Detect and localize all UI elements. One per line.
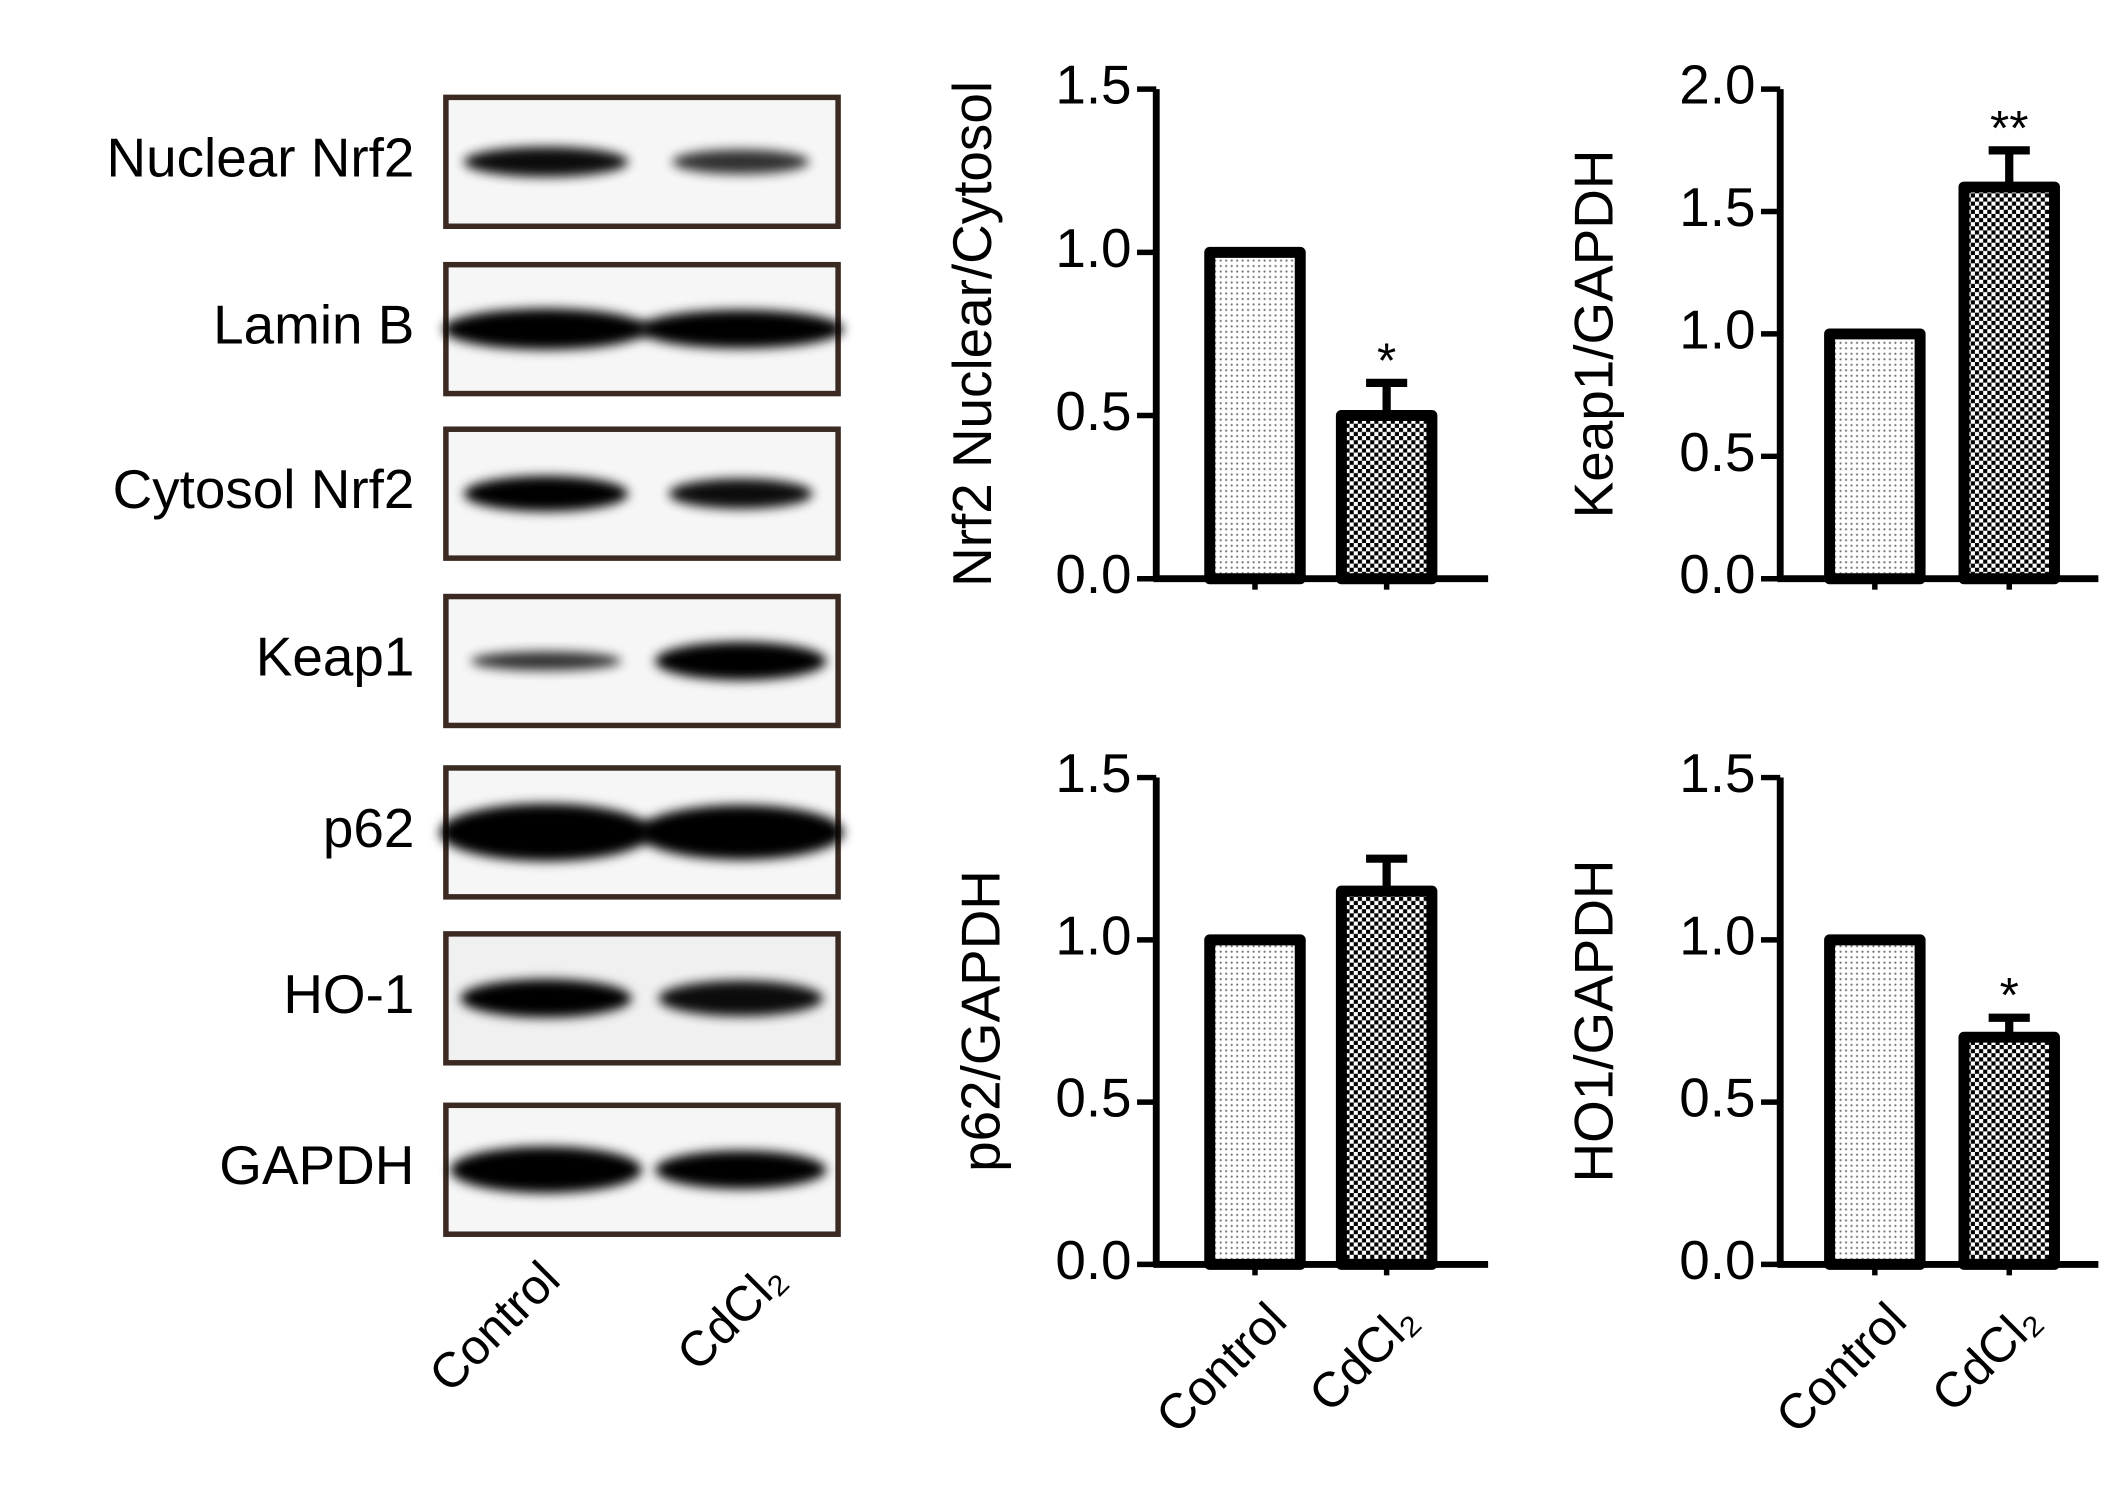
error-bar (1988, 146, 2030, 188)
blot-band (655, 641, 827, 681)
blot-row-label: GAPDH (219, 1134, 414, 1196)
y-tick-label: 1.0 (1679, 904, 1755, 966)
x-tick-label: CdCl₂ (1921, 1292, 2051, 1422)
bar (1204, 246, 1306, 585)
y-axis-label: HO1/GAPDH (1562, 859, 1624, 1182)
blot-lane-label: Control (419, 1251, 570, 1402)
y-tick-label: 0.0 (1679, 1229, 1755, 1291)
y-axis-label: Keap1/GAPDH (1562, 149, 1624, 518)
y-tick-label: 1.5 (1679, 742, 1755, 804)
y-tick-label: 1.5 (1055, 54, 1131, 116)
y-tick-label: 1.0 (1679, 298, 1755, 360)
blot-row-label: Keap1 (256, 625, 415, 687)
y-tick-label: 1.5 (1055, 742, 1131, 804)
bar-chart: 0.0 0.5 1.0 1.5 2.0 Keap1/GAPDH ** (1562, 54, 2099, 605)
blot-band (463, 475, 629, 512)
blot-row-label: Nuclear Nrf2 (107, 126, 415, 188)
blot-row (443, 261, 844, 397)
blot-row (443, 1102, 841, 1237)
blot-band (443, 308, 649, 350)
blot-band (460, 979, 632, 1018)
blot-band (470, 651, 622, 671)
blot-row (443, 593, 841, 729)
bar (1204, 934, 1306, 1270)
bar (1958, 1031, 2060, 1270)
blot-row-label: HO-1 (283, 963, 414, 1025)
blot-row (439, 765, 844, 900)
x-tick-label: Control (1765, 1292, 1916, 1443)
blot-lane-label: CdCl₂ (666, 1251, 796, 1381)
bar (1824, 328, 1926, 585)
blot-row (443, 931, 841, 1066)
blot-band (668, 478, 813, 509)
significance-label: * (1377, 333, 1396, 388)
blot-row (443, 94, 841, 230)
bar (1335, 885, 1438, 1270)
y-tick-label: 0.5 (1055, 380, 1131, 442)
significance-label: * (2000, 968, 2019, 1023)
blot-band (672, 149, 810, 175)
bar-chart: 0.0 0.5 1.0 1.5 HO1/GAPDH Control * CdCl₂ (1562, 742, 2099, 1444)
y-tick-label: 0.0 (1055, 543, 1131, 605)
y-tick-label: 0.5 (1679, 421, 1755, 483)
y-tick-label: 0.0 (1679, 543, 1755, 605)
blot-band (637, 804, 844, 860)
y-tick-label: 0.5 (1055, 1067, 1131, 1129)
y-axis-label: Nrf2 Nuclear/Cytosol (941, 81, 1003, 587)
y-axis-label: p62/GAPDH (949, 870, 1011, 1172)
bar-chart: 0.0 0.5 1.0 1.5 Nrf2 Nuclear/Cytosol * (941, 54, 1489, 605)
y-tick-label: 0.0 (1055, 1229, 1131, 1291)
y-tick-label: 1.5 (1679, 176, 1755, 238)
blot-band (450, 1146, 642, 1194)
blot-band (655, 1150, 827, 1189)
bar (1335, 410, 1438, 585)
blot-row (443, 426, 841, 561)
y-tick-label: 2.0 (1679, 54, 1755, 116)
blot-band (658, 980, 824, 1017)
y-tick-label: 0.5 (1679, 1067, 1755, 1129)
bar (1824, 934, 1926, 1270)
blot-band (463, 146, 629, 177)
blot-band (637, 309, 844, 349)
x-tick-label: Control (1146, 1292, 1297, 1443)
y-tick-label: 1.0 (1055, 217, 1131, 279)
blot-row-label: Cytosol Nrf2 (113, 458, 415, 520)
x-tick-label: CdCl₂ (1299, 1292, 1429, 1422)
blot-row-label: Lamin B (213, 294, 414, 356)
y-tick-label: 1.0 (1055, 904, 1131, 966)
significance-label: ** (1990, 101, 2028, 156)
blot-band (439, 803, 653, 862)
blot-row-label: p62 (323, 797, 415, 859)
bar-chart: 0.0 0.5 1.0 1.5 p62/GAPDH Control CdCl₂ (949, 742, 1489, 1444)
bar (1958, 181, 2060, 585)
